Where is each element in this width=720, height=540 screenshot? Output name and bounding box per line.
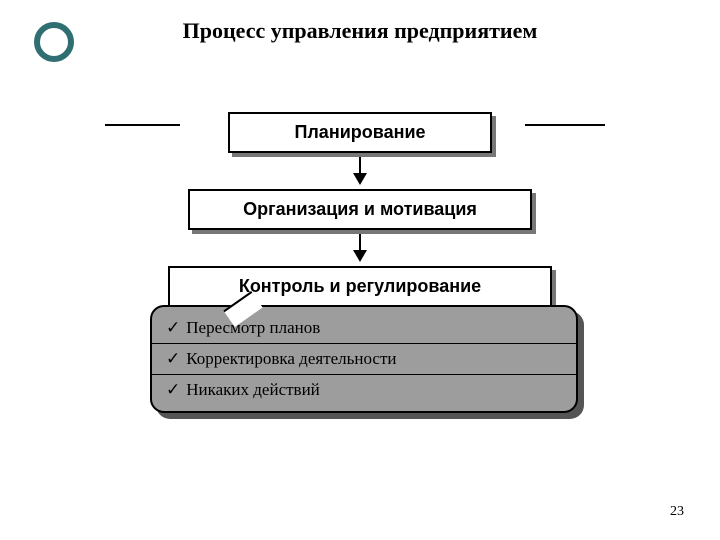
arrow-down-icon — [359, 157, 361, 183]
outcome-item: ✓ Пересмотр планов — [166, 315, 566, 341]
flow-box-label: Контроль и регулирование — [239, 276, 481, 296]
flow-box-label: Планирование — [294, 122, 425, 142]
side-line-left — [105, 124, 180, 126]
arrow-down-icon — [359, 234, 361, 260]
check-icon: ✓ — [166, 380, 182, 400]
outcome-label: Пересмотр планов — [186, 318, 320, 337]
outcome-separator — [152, 343, 576, 344]
flow-box-control: Контроль и регулирование — [168, 266, 552, 307]
flow-box-org: Организация и мотивация — [188, 189, 532, 230]
flowchart: Планирование Организация и мотивация Кон… — [150, 112, 570, 413]
page-number: 23 — [670, 504, 684, 520]
outcome-panel: ✓ Пересмотр планов ✓ Корректировка деяте… — [150, 305, 578, 413]
check-icon: ✓ — [166, 318, 182, 338]
flow-box-label: Организация и мотивация — [243, 199, 477, 219]
check-icon: ✓ — [166, 349, 182, 369]
side-line-right — [525, 124, 605, 126]
slide-title: Процесс управления предприятием — [0, 18, 720, 44]
outcome-separator — [152, 374, 576, 375]
outcome-item: ✓ Корректировка деятельности — [166, 346, 566, 372]
outcome-item: ✓ Никаких действий — [166, 377, 566, 403]
flow-box-plan: Планирование — [228, 112, 492, 153]
outcome-label: Никаких действий — [186, 380, 320, 399]
outcome-label: Корректировка деятельности — [186, 349, 396, 368]
